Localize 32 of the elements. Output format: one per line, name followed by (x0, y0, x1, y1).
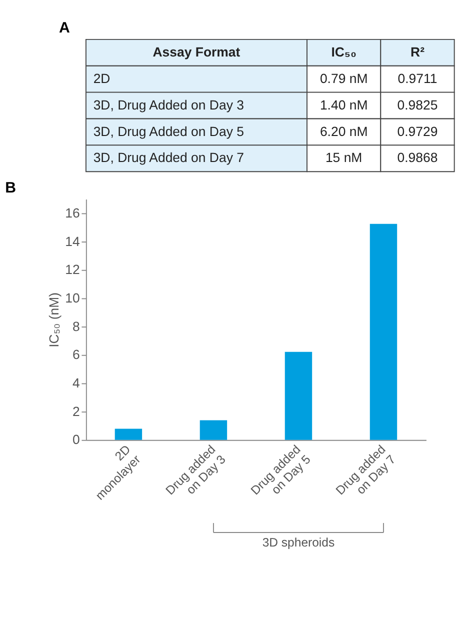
y-tick-label: 0 (72, 432, 80, 448)
y-axis-title: IC₅₀ (nM) (46, 292, 62, 348)
text: 3D, Drug Added on Day 7 (93, 150, 244, 166)
y-tick-label: 2 (72, 404, 80, 419)
text: 1.40 nM (320, 97, 368, 112)
bar (284, 352, 312, 440)
text: 6.20 nM (320, 124, 368, 139)
y-tick-label: 10 (65, 290, 80, 306)
text: IC₅₀ (331, 44, 356, 60)
text: 3D, Drug Added on Day 5 (93, 124, 244, 139)
text: 3D, Drug Added on Day 3 (93, 97, 244, 112)
text: Assay Format (152, 44, 241, 60)
text: A (59, 19, 70, 36)
text: 15 nM (325, 150, 362, 166)
text: 0.9825 (397, 97, 438, 112)
bar (114, 428, 142, 440)
bar (370, 224, 398, 440)
text: 2D (93, 70, 110, 86)
y-tick-label: 12 (65, 262, 80, 278)
y-tick-label: 8 (72, 318, 80, 334)
y-tick-label: 4 (72, 375, 80, 390)
y-tick-label: 14 (65, 234, 80, 249)
text: 0.79 nM (320, 70, 368, 86)
text: 0.9868 (397, 150, 438, 166)
text: R² (410, 44, 426, 60)
y-tick-label: 6 (72, 347, 80, 362)
y-tick-label: 16 (65, 205, 80, 220)
text: 0.9729 (397, 124, 438, 139)
text: 3D spheroids (262, 536, 335, 550)
chart-title: B (5, 179, 16, 196)
text: 0.9711 (398, 70, 438, 86)
bar (200, 420, 228, 440)
